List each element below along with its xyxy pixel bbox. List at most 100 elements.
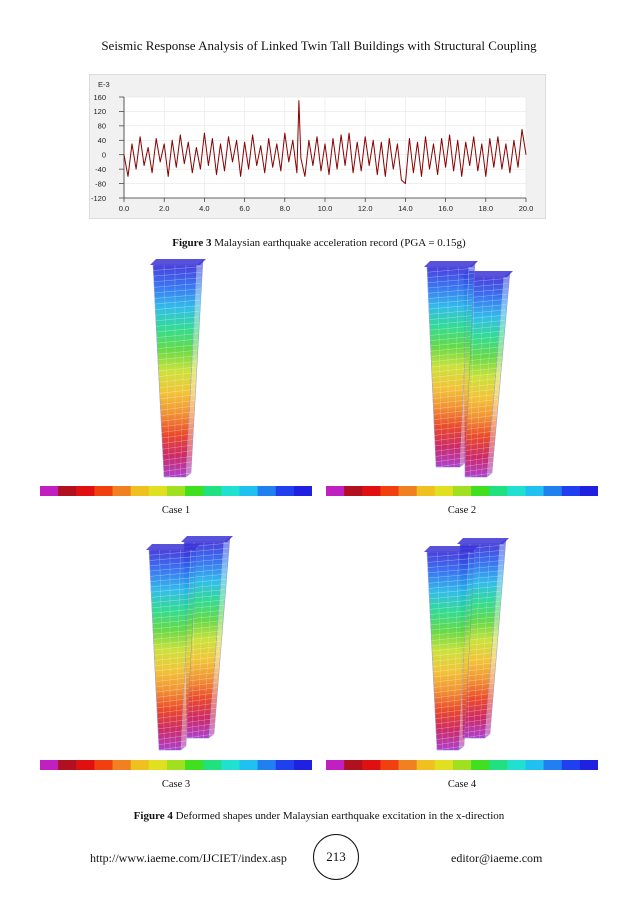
floor-line [430, 341, 471, 347]
floor-line [431, 357, 470, 362]
color-scale-segment [239, 760, 259, 770]
floor-line [154, 661, 191, 667]
floor-line [433, 415, 468, 420]
floor-line [163, 456, 192, 461]
building-tower [146, 544, 200, 751]
column-line [453, 551, 459, 751]
x-tick-label: 4.0 [199, 204, 209, 213]
floor-line [158, 361, 197, 366]
floor-line [161, 433, 194, 439]
floor-line [428, 304, 473, 310]
x-tick-label: 10.0 [318, 204, 333, 213]
floor-line [434, 425, 467, 431]
floor-line [186, 671, 219, 677]
floor-line [154, 294, 201, 299]
floor-line [153, 640, 192, 645]
floor-line [464, 472, 493, 478]
floor-line [436, 735, 465, 740]
floor-line [464, 372, 501, 378]
color-scale-svg [326, 486, 598, 496]
color-scale-segment [525, 760, 545, 770]
floor-line [186, 713, 216, 718]
floor-line [154, 656, 191, 661]
color-scale-segment [203, 486, 222, 496]
floor-line [464, 435, 496, 441]
floor-line [160, 400, 195, 405]
x-tick-label: 20.0 [519, 204, 534, 213]
floor-line [149, 561, 196, 567]
color-scale-segment [275, 486, 295, 496]
color-scale-segment [579, 760, 598, 770]
floor-line [155, 682, 190, 688]
floor-line [434, 693, 467, 699]
building-tower [150, 259, 206, 478]
column-line [175, 549, 181, 751]
floor-line [434, 688, 467, 693]
column-line [473, 543, 481, 739]
floor-line [157, 724, 188, 730]
floor-line [158, 729, 187, 735]
floor-line [462, 703, 493, 708]
floor-line [185, 656, 220, 661]
roof-slab [424, 546, 478, 552]
color-scale-segment [344, 486, 363, 496]
footer-url[interactable]: http://www.iaeme.com/IJCIET/index.asp [90, 851, 287, 865]
floor-line [433, 672, 468, 678]
column-line [470, 276, 475, 478]
floor-line [432, 662, 469, 667]
floor-line [185, 666, 220, 672]
footer-email[interactable]: editor@iaeme.com [451, 851, 543, 865]
column-line [159, 549, 165, 751]
floor-line [428, 573, 473, 579]
floor-line [431, 641, 470, 647]
floor-line [186, 687, 218, 692]
floor-line [156, 322, 199, 327]
figure3-caption: Figure 3 Malaysian earthquake accelerati… [0, 237, 638, 249]
floor-line [430, 346, 471, 352]
floor-line [427, 552, 474, 558]
color-scale-segment [380, 486, 400, 496]
floor-line [429, 310, 472, 315]
floor-line [464, 414, 497, 420]
floor-line [149, 551, 196, 556]
building-tower [424, 546, 478, 751]
floor-line [430, 331, 471, 336]
color-scale-segment [416, 486, 436, 496]
column-line [180, 549, 192, 751]
floor-line [464, 462, 493, 467]
floor-line [151, 587, 194, 593]
color-scale-segment [362, 760, 381, 770]
color-scale-segment [293, 486, 312, 496]
color-scale-segment [257, 486, 277, 496]
floor-line [435, 441, 466, 447]
floor-line [464, 441, 495, 446]
x-tick-label: 16.0 [438, 204, 453, 213]
floor-line [464, 399, 499, 404]
floor-line [428, 568, 473, 574]
column-line [479, 543, 491, 739]
floor-line [156, 333, 199, 338]
figure3-caption-label: Figure 3 [172, 237, 212, 249]
floor-line [429, 594, 472, 600]
column-line [475, 276, 485, 478]
floor-line [462, 687, 494, 693]
floor-line [160, 405, 195, 411]
building-render-svg [424, 538, 509, 751]
floor-line [157, 350, 198, 355]
floor-line [432, 394, 469, 399]
floor-line [161, 416, 194, 422]
floor-line [153, 629, 192, 635]
floor-line [185, 646, 221, 651]
floor-line [430, 336, 471, 341]
color-scale-segment [489, 486, 508, 496]
y-tick-label: -80 [95, 179, 106, 188]
floor-line [434, 436, 467, 441]
roof-slab [150, 259, 206, 265]
floor-line [436, 740, 465, 746]
x-tick-label: 8.0 [280, 204, 290, 213]
floor-line [430, 620, 471, 626]
color-scale-segment [203, 760, 222, 770]
column-line [484, 543, 501, 739]
floor-line [429, 589, 472, 594]
floor-line [158, 372, 197, 377]
